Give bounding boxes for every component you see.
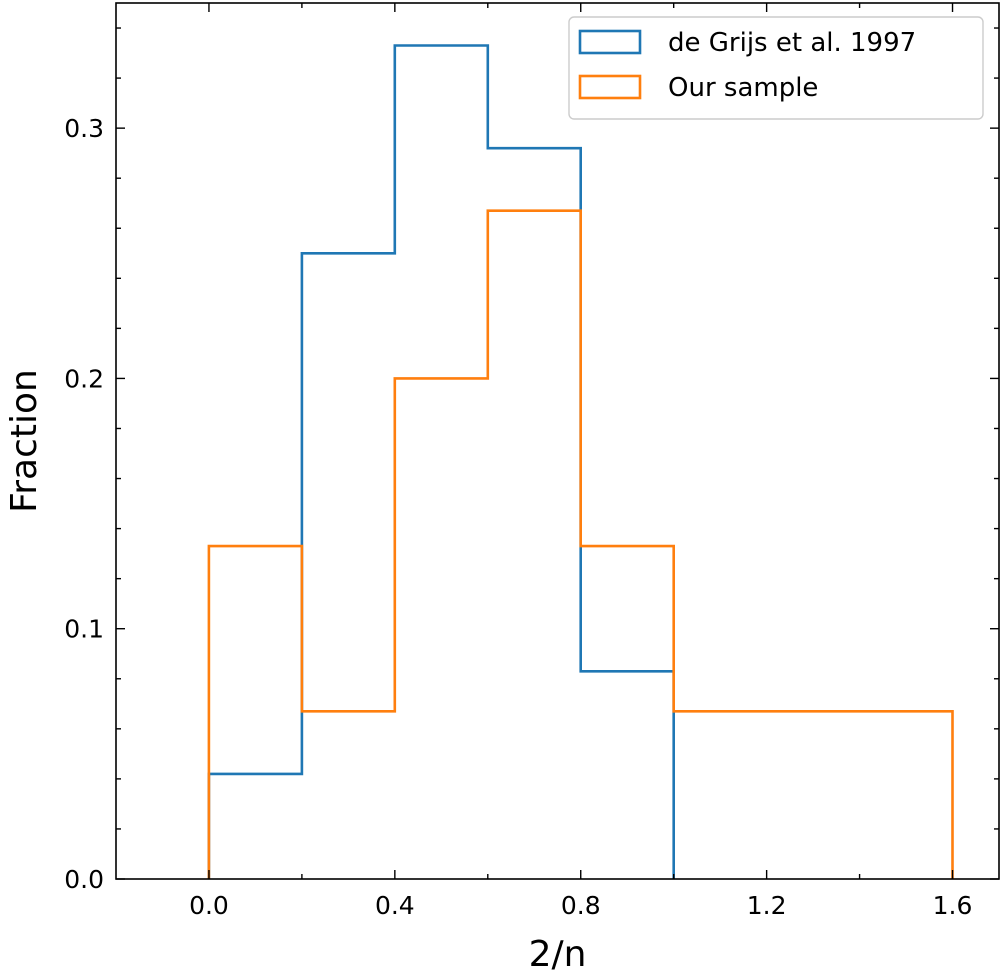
legend-label: Our sample [668, 73, 818, 103]
y-tick-label: 0.2 [64, 364, 104, 393]
x-tick-label: 1.6 [933, 891, 973, 920]
histogram-series-2 [207, 209, 954, 879]
legend-swatch [578, 74, 642, 100]
y-tick-label: 0.3 [64, 114, 104, 143]
x-axis-title: 2/n [529, 934, 587, 971]
axes-frame [115, 2, 1000, 880]
series-layer [207, 44, 954, 879]
ticks-layer: 0.0 0.4 0.8 1.2 1.6 0.0 0.1 0.2 0.3 [64, 3, 999, 920]
legend-label: de Grijs et al. 1997 [668, 28, 916, 58]
y-axis-title: Fraction [4, 369, 45, 513]
y-tick-label: 0.1 [64, 615, 104, 644]
x-tick-label: 0.4 [375, 891, 415, 920]
legend-box [568, 16, 984, 120]
histogram-series-1 [207, 44, 675, 879]
x-tick-label: 1.2 [747, 891, 787, 920]
y-tick-label: 0.0 [64, 865, 104, 894]
legend: de Grijs et al. 1997 Our sample [568, 16, 984, 120]
x-tick-label: 0.0 [189, 891, 229, 920]
x-tick-label: 0.8 [561, 891, 601, 920]
legend-swatch [578, 29, 642, 55]
